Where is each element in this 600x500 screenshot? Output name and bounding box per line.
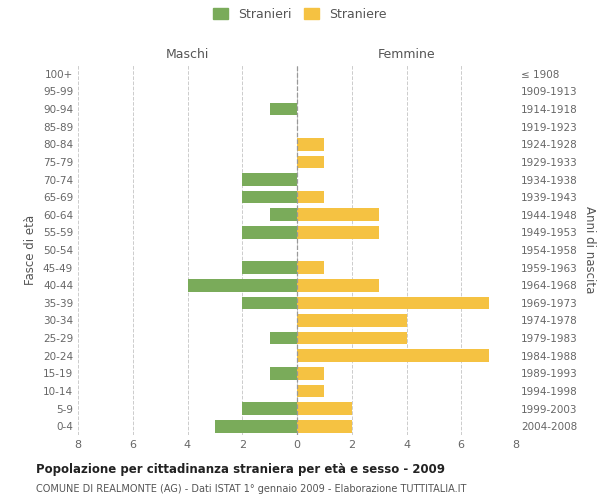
Bar: [297, 138, 325, 150]
Bar: [269, 332, 297, 344]
Bar: [242, 226, 297, 238]
Bar: [242, 191, 297, 203]
Bar: [297, 156, 325, 168]
Bar: [297, 226, 379, 238]
Bar: [297, 367, 325, 380]
Bar: [297, 279, 379, 291]
Bar: [269, 102, 297, 116]
Bar: [242, 262, 297, 274]
Text: Maschi: Maschi: [166, 48, 209, 62]
Text: Femmine: Femmine: [377, 48, 436, 62]
Bar: [242, 296, 297, 309]
Text: Popolazione per cittadinanza straniera per età e sesso - 2009: Popolazione per cittadinanza straniera p…: [36, 462, 445, 475]
Bar: [269, 208, 297, 221]
Bar: [297, 332, 407, 344]
Bar: [297, 296, 488, 309]
Bar: [242, 402, 297, 415]
Bar: [187, 279, 297, 291]
Bar: [297, 262, 325, 274]
Bar: [269, 367, 297, 380]
Bar: [297, 420, 352, 432]
Bar: [297, 314, 407, 327]
Bar: [297, 402, 352, 415]
Legend: Stranieri, Straniere: Stranieri, Straniere: [208, 2, 392, 26]
Y-axis label: Fasce di età: Fasce di età: [25, 215, 37, 285]
Bar: [297, 208, 379, 221]
Bar: [297, 191, 325, 203]
Bar: [215, 420, 297, 432]
Bar: [297, 350, 488, 362]
Bar: [242, 173, 297, 186]
Bar: [297, 384, 325, 398]
Y-axis label: Anni di nascita: Anni di nascita: [583, 206, 596, 294]
Text: COMUNE DI REALMONTE (AG) - Dati ISTAT 1° gennaio 2009 - Elaborazione TUTTITALIA.: COMUNE DI REALMONTE (AG) - Dati ISTAT 1°…: [36, 484, 466, 494]
